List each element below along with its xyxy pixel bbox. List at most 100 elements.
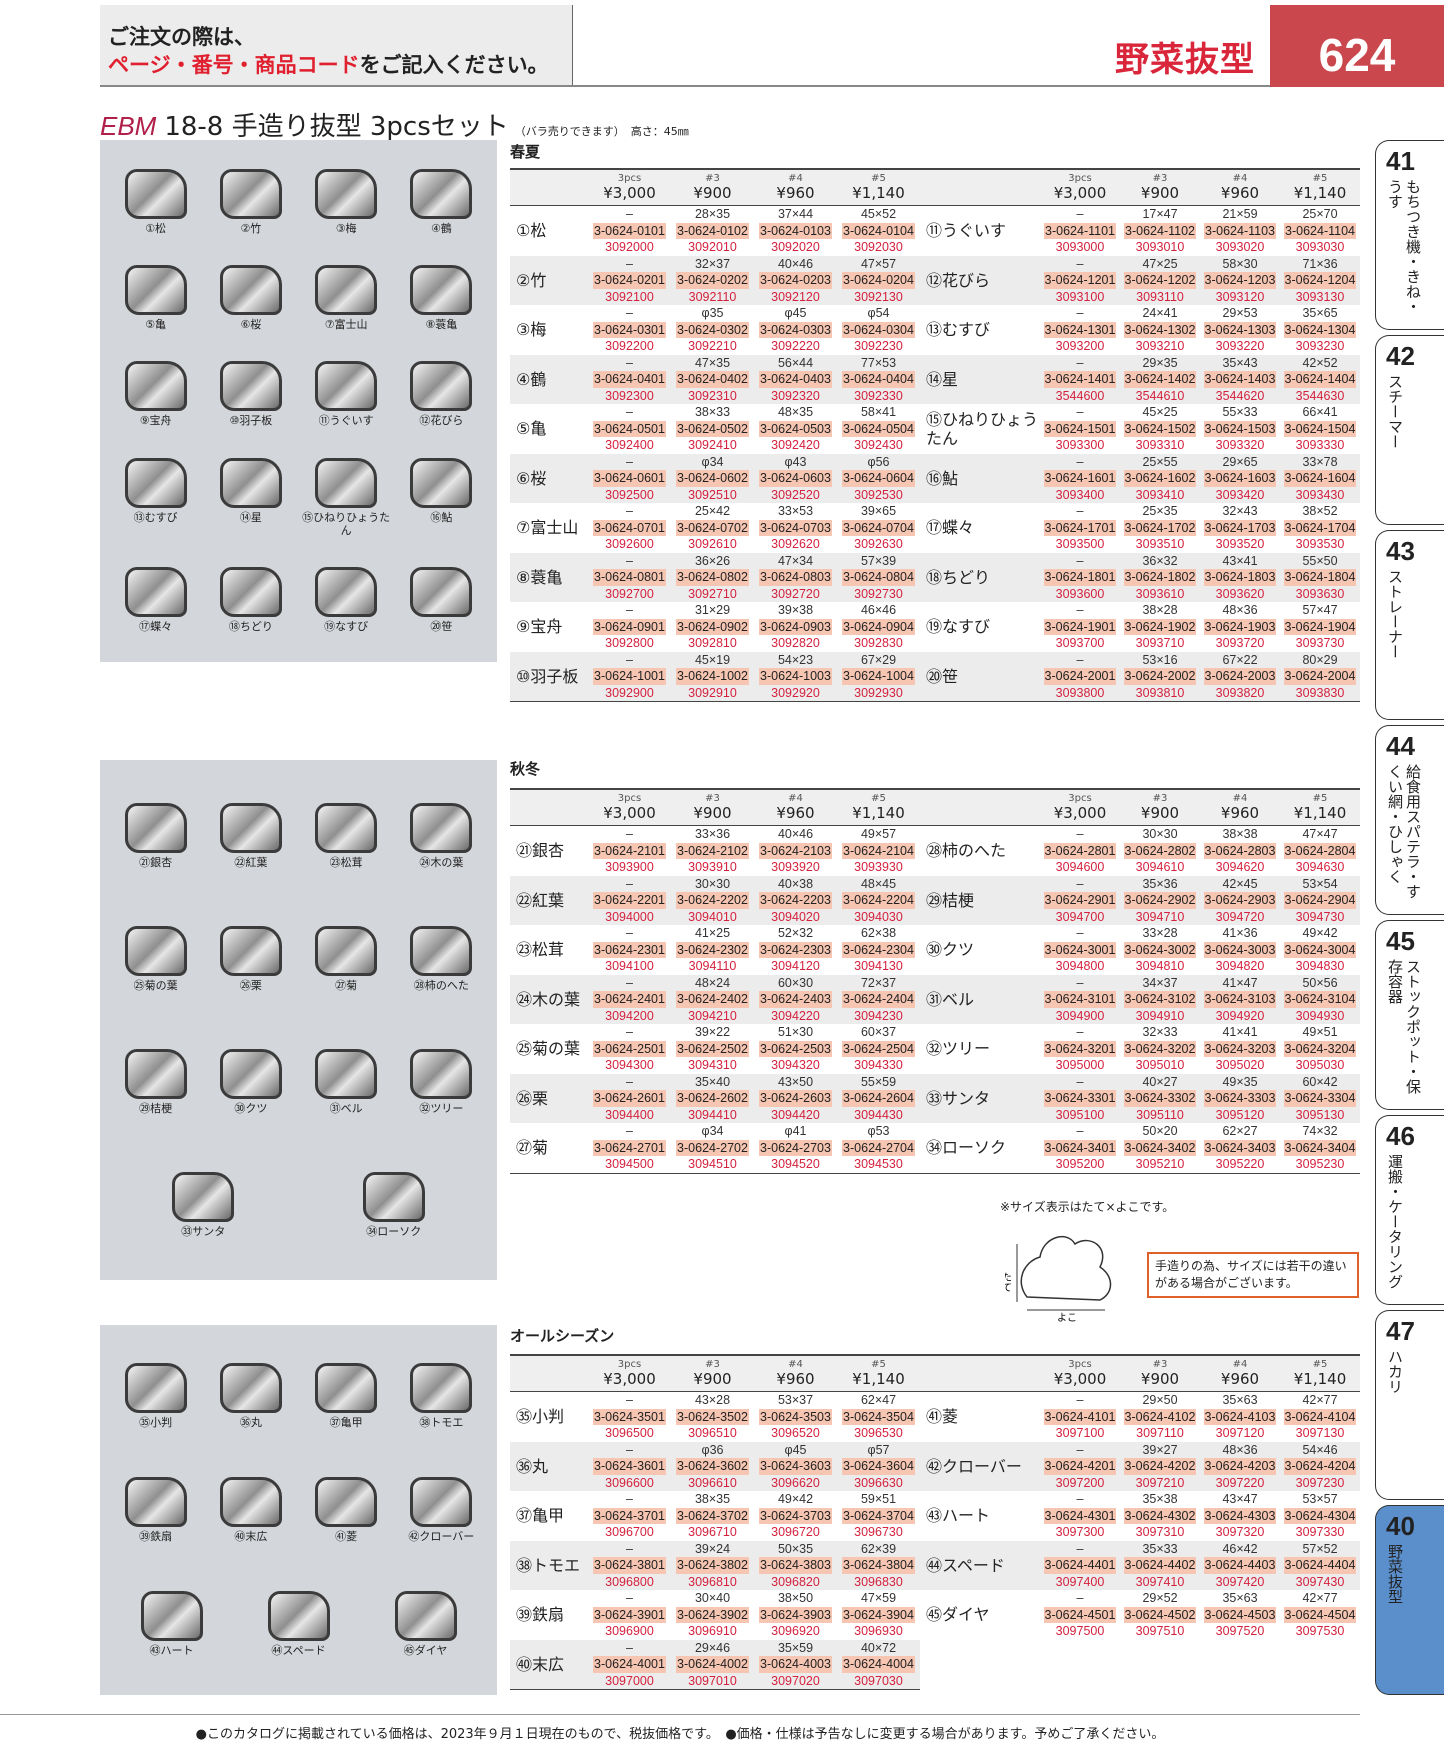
photo-all-season: ㉟小判 ㊱丸 ㊲亀甲 ㊳トモエ ㊴鉄扇 ㊵末広 ㊶菱 ㊷クローバー ㊸ハート ㊹スペード ㊺ダイヤ — [100, 1325, 497, 1695]
item-cell: 62×47 3-0624-3504 3096530 — [837, 1392, 920, 1442]
item-size: – — [1076, 1124, 1084, 1138]
cutter-image — [315, 169, 378, 220]
side-tab-43[interactable]: 43 ストレーナー — [1375, 530, 1444, 720]
side-tab-number: 46 — [1386, 1121, 1415, 1151]
product-code: 3-0624-3003 — [1203, 941, 1277, 958]
item-number: 3093310 — [1135, 438, 1185, 452]
item-cell: 40×46 3-0624-0203 3092120 — [754, 255, 837, 305]
item-cell: 77×53 3-0624-0404 3092330 — [837, 354, 920, 404]
item-cell: 62×27 3-0624-3403 3095220 — [1200, 1123, 1280, 1174]
product-code: 3-0624-1901 — [1043, 618, 1117, 635]
item-number: 3097110 — [1136, 1426, 1184, 1440]
item-number: 3093400 — [1055, 487, 1105, 502]
item-size: φ43 — [784, 454, 807, 469]
item-size: 25×42 — [694, 504, 731, 518]
product-code: 3-0624-2501 — [593, 1040, 666, 1057]
cutter-caption: ㊱丸 — [239, 1416, 262, 1429]
item-cell: 38×33 3-0624-0502 3092410 — [671, 404, 754, 454]
cutter-photo: ㊳トモエ — [396, 1363, 486, 1429]
item-cell: 29×46 3-0624-4002 3097010 — [671, 1639, 754, 1690]
cutter-image — [394, 1591, 457, 1641]
item-cell: –3-0624-4301 3097300 — [1040, 1491, 1120, 1541]
product-code: 3-0624-2304 — [842, 941, 915, 958]
item-number: 3097500 — [1055, 1624, 1105, 1638]
table-row: ⑤亀 –3-0624-0501 3092400 38×33 3-0624-0502 309… — [510, 404, 1360, 454]
cutter-image — [124, 925, 187, 976]
product-code: 3-0624-0802 — [676, 569, 749, 586]
product-code: 3-0624-4203 — [1203, 1458, 1277, 1475]
side-tab-44[interactable]: 44 給食用スパテラ・すくい網・ひしゃく — [1375, 725, 1444, 915]
item-cell: –3-0624-0701 3092600 — [588, 503, 671, 553]
item-size: 29×52 — [1142, 1591, 1178, 1605]
item-name: ㉙桔梗 — [920, 875, 1040, 925]
product-code: 3-0624-4004 — [842, 1656, 915, 1673]
item-cell: 42×77 3-0624-4104 3097130 — [1280, 1392, 1360, 1442]
item-number: 3093420 — [1215, 487, 1265, 502]
item-cell: 39×27 3-0624-4202 3097210 — [1120, 1441, 1200, 1491]
footer-note: ●このカタログに掲載されている価格は、2023年９月１日現在のもので、税抜価格で… — [0, 1714, 1360, 1742]
item-number: 3092210 — [688, 339, 737, 353]
item-cell: 32×37 3-0624-0202 3092110 — [671, 255, 754, 305]
item-cell: 43×28 3-0624-3502 3096510 — [671, 1392, 754, 1442]
cutter-photo: ㉟小判 — [111, 1363, 201, 1429]
item-size: – — [626, 355, 633, 370]
product-code: 3-0624-2703 — [759, 1139, 832, 1156]
cutter-photo: ㉙桔梗 — [111, 1048, 201, 1115]
side-tab-label: ハカリ — [1386, 1349, 1404, 1394]
column-header: #5 ¥1,140 — [837, 789, 920, 826]
cutter-caption: ⑫花びら — [419, 414, 464, 428]
item-size: 39×65 — [860, 504, 897, 518]
cutter-caption: ⑦富士山 — [324, 318, 368, 332]
item-number: 3096500 — [605, 1426, 654, 1440]
side-tab-46[interactable]: 46 運搬・ケータリング — [1375, 1115, 1444, 1305]
item-size: – — [626, 975, 633, 990]
item-cell: 58×41 3-0624-0504 3092430 — [837, 404, 920, 454]
product-code: 3-0624-1104 — [1284, 222, 1356, 239]
column-price: ¥900 — [693, 1370, 732, 1388]
cutter-caption: ⑥桜 — [240, 318, 262, 332]
product-code: 3-0624-1304 — [1283, 321, 1357, 338]
cutter-photo: ②竹 — [206, 169, 296, 235]
item-size: – — [1076, 1442, 1084, 1457]
item-cell: 66×41 3-0624-1504 3093330 — [1280, 404, 1360, 454]
item-size: φ57 — [867, 1442, 890, 1457]
cutter-caption: ㉓松茸 — [329, 855, 363, 869]
item-cell — [1040, 1639, 1120, 1690]
cutter-caption: ⑧蓑亀 — [425, 318, 458, 332]
section-label-autumn-winter: 秋冬 — [510, 760, 541, 778]
item-size: 60×37 — [860, 1025, 897, 1039]
item-number: 3094410 — [688, 1107, 737, 1122]
photo-spring-summer: ①松 ②竹 ③梅 ④鶴 ⑤亀 ⑥桜 ⑦富士山 ⑧蓑亀 ⑨宝舟 ⑩羽子板 ⑪うぐいす ⑫花びら ⑬むすび ⑭… — [100, 140, 497, 662]
item-cell: –3-0624-1201 3093100 — [1040, 255, 1120, 305]
item-size: 30×30 — [694, 876, 731, 891]
product-code: 3-0624-2104 — [842, 842, 915, 859]
item-number: 3092310 — [688, 388, 737, 403]
item-number: 3094400 — [605, 1107, 654, 1122]
item-size: – — [626, 553, 633, 568]
item-cell: φ43 3-0624-0603 3092520 — [754, 453, 837, 503]
table-row: ④鶴 –3-0624-0401 3092300 47×35 3-0624-0402 309… — [510, 354, 1360, 404]
item-cell: 39×38 3-0624-0903 3092820 — [754, 602, 837, 652]
column-sub: 3pcs — [1068, 1359, 1092, 1370]
item-cell: φ54 3-0624-0304 3092230 — [837, 305, 920, 355]
column-price: ¥900 — [693, 184, 732, 202]
side-tab-45[interactable]: 45 ストックポット・保存容器 — [1375, 920, 1444, 1110]
item-number: 3096820 — [771, 1574, 820, 1589]
item-cell: 60×42 3-0624-3304 3095130 — [1280, 1073, 1360, 1123]
item-name: ㉗菊 — [510, 1123, 588, 1174]
cutter-image — [219, 802, 282, 853]
side-tab-47[interactable]: 47 ハカリ — [1375, 1310, 1444, 1500]
side-tab-41[interactable]: 41 もちつき機・きね・うす — [1375, 140, 1444, 330]
item-number: 3092320 — [771, 388, 820, 403]
product-code: 3-0624-1801 — [1043, 569, 1117, 586]
item-cell: –3-0624-0101 3092000 — [588, 206, 671, 256]
item-number: 3092700 — [605, 586, 654, 601]
table-row: ①松 –3-0624-0101 3092000 28×35 3-0624-0102 309… — [510, 206, 1360, 256]
item-number: 3097100 — [1055, 1426, 1105, 1440]
item-size: 39×38 — [777, 603, 814, 617]
side-tab-42[interactable]: 42 スチーマー — [1375, 335, 1444, 525]
item-cell: –3-0624-1601 3093400 — [1040, 453, 1120, 503]
side-tab-40[interactable]: 40 野菜抜型 — [1375, 1505, 1444, 1695]
item-size: 38×28 — [1142, 603, 1178, 617]
